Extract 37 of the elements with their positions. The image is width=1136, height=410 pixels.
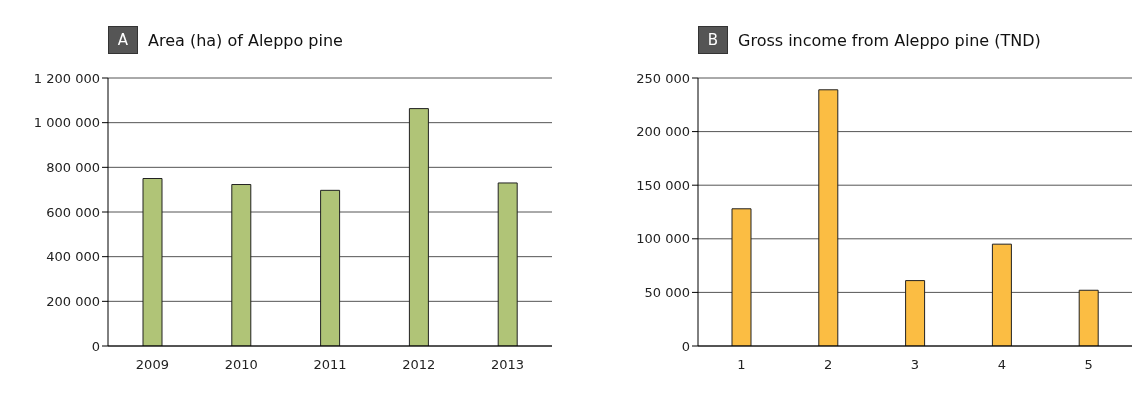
x-tick-label: 2009 xyxy=(135,357,169,373)
bar xyxy=(1078,289,1099,346)
x-tick-label: 2010 xyxy=(224,357,258,373)
x-tick-label: 4 xyxy=(997,357,1006,373)
chart-title: Gross income from Aleppo pine (TND) xyxy=(738,30,1041,50)
text: A xyxy=(108,26,138,54)
x-tick-label: 2 xyxy=(824,357,833,373)
x-tick-label: 2013 xyxy=(491,357,525,373)
x-tick-label: 5 xyxy=(1084,357,1093,373)
bar xyxy=(991,243,1012,346)
bar xyxy=(231,184,252,346)
bar xyxy=(320,189,341,346)
y-tick-label: 1 000 000 xyxy=(33,115,100,131)
y-tick-label: 50 000 xyxy=(644,285,690,301)
bar xyxy=(731,208,752,346)
bar xyxy=(142,178,163,346)
bar xyxy=(905,280,926,346)
x-tick-label: 1 xyxy=(737,357,746,373)
bar xyxy=(497,182,518,346)
text: B xyxy=(698,26,728,54)
y-tick-label: 800 000 xyxy=(46,159,100,175)
y-tick-label: 400 000 xyxy=(46,249,100,265)
bar xyxy=(408,108,429,346)
y-tick-label: 200 000 xyxy=(636,124,690,140)
y-tick-label: 150 000 xyxy=(636,177,690,193)
y-tick-label: 1 200 000 xyxy=(33,70,100,86)
bar xyxy=(818,89,839,346)
x-tick-label: 2012 xyxy=(402,357,436,373)
y-tick-label: 100 000 xyxy=(636,231,690,247)
y-tick-label: 600 000 xyxy=(46,204,100,220)
y-tick-label: 0 xyxy=(681,338,690,354)
y-tick-label: 200 000 xyxy=(46,293,100,309)
y-tick-label: 0 xyxy=(91,338,100,354)
chart-title: Area (ha) of Aleppo pine xyxy=(148,30,343,50)
y-tick-label: 250 000 xyxy=(636,70,690,86)
x-tick-label: 2011 xyxy=(313,357,347,373)
x-tick-label: 3 xyxy=(910,357,920,373)
